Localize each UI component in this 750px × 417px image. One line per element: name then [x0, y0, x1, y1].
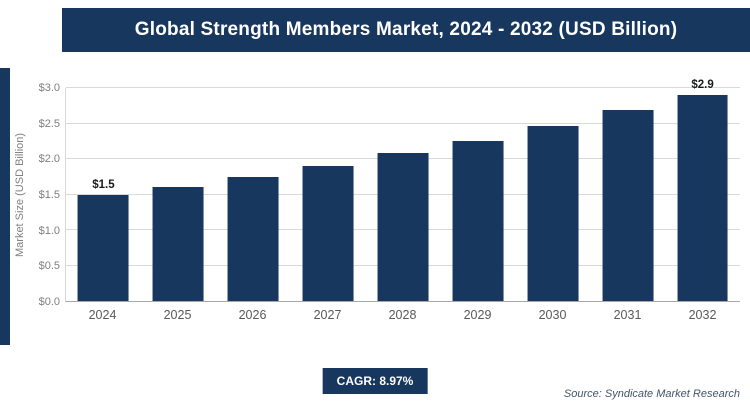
- gridline: [66, 87, 740, 88]
- x-axis-label-2030: 2030: [538, 308, 567, 322]
- bar-slot-2028: [366, 88, 441, 301]
- bar-slot-2029: [440, 88, 515, 301]
- bar-value-label-2024: $1.5: [92, 178, 115, 191]
- y-tick-label: $1.0: [38, 224, 60, 237]
- x-axis-label-2029: 2029: [463, 308, 492, 322]
- bar-slot-2032: $2.9: [665, 79, 740, 301]
- chart-title-bar: Global Strength Members Market, 2024 - 2…: [62, 8, 750, 52]
- x-axis-label-2027: 2027: [313, 308, 342, 322]
- bar-2030: [527, 125, 579, 301]
- cagr-label: CAGR: 8.97%: [336, 374, 414, 388]
- bar-slot-2024: $1.5: [66, 88, 141, 301]
- gridline: [66, 122, 740, 124]
- bar-2024: [77, 194, 129, 301]
- x-axis-label-2024: 2024: [88, 308, 117, 322]
- left-accent-strip: [0, 68, 10, 345]
- bar-2026: [227, 176, 279, 301]
- bar-slot-2026: [216, 88, 291, 301]
- plot-area: $1.5 $2.9: [65, 79, 740, 302]
- bar-2028: [377, 153, 429, 301]
- chart-title: Global Strength Members Market, 2024 - 2…: [134, 19, 678, 40]
- y-tick-label: $1.5: [38, 189, 60, 201]
- x-axis-label-2025: 2025: [163, 308, 192, 322]
- bar-2032: [677, 95, 729, 301]
- source-note: Source: Syndicate Market Research: [563, 388, 740, 400]
- x-axis-label-2031: 2031: [613, 308, 642, 322]
- x-axis-label-2032: 2032: [688, 308, 717, 322]
- bar-slot-2027: [291, 88, 366, 301]
- bar-2027: [302, 166, 354, 301]
- bar-2029: [452, 140, 504, 301]
- y-tick-label: $0.5: [38, 260, 60, 273]
- y-axis-ticks: $0.0 $0.5 $1.0 $1.5 $2.0 $2.5 $3.0: [22, 82, 60, 308]
- bar-slot-2031: [590, 88, 665, 301]
- y-tick-label: $2.5: [38, 117, 60, 130]
- x-axis-labels: 2024 2025 2026 2027 2028 2029 2030 2031 2032: [65, 308, 740, 328]
- cagr-badge: CAGR: 8.97%: [322, 368, 428, 394]
- x-axis-label-2026: 2026: [238, 308, 267, 322]
- bar-slot-2030: [515, 88, 590, 301]
- bar-2025: [152, 187, 204, 301]
- bar-slot-2025: [141, 88, 216, 301]
- y-tick-label: $3.0: [38, 82, 60, 94]
- bar-2031: [602, 110, 654, 301]
- y-tick-label: $2.0: [38, 153, 60, 166]
- bar-slots: $1.5 $2.9: [66, 79, 740, 301]
- x-axis-label-2028: 2028: [388, 308, 417, 322]
- y-tick-label: $0.0: [38, 296, 60, 308]
- bar-value-label-2032: $2.9: [691, 79, 714, 92]
